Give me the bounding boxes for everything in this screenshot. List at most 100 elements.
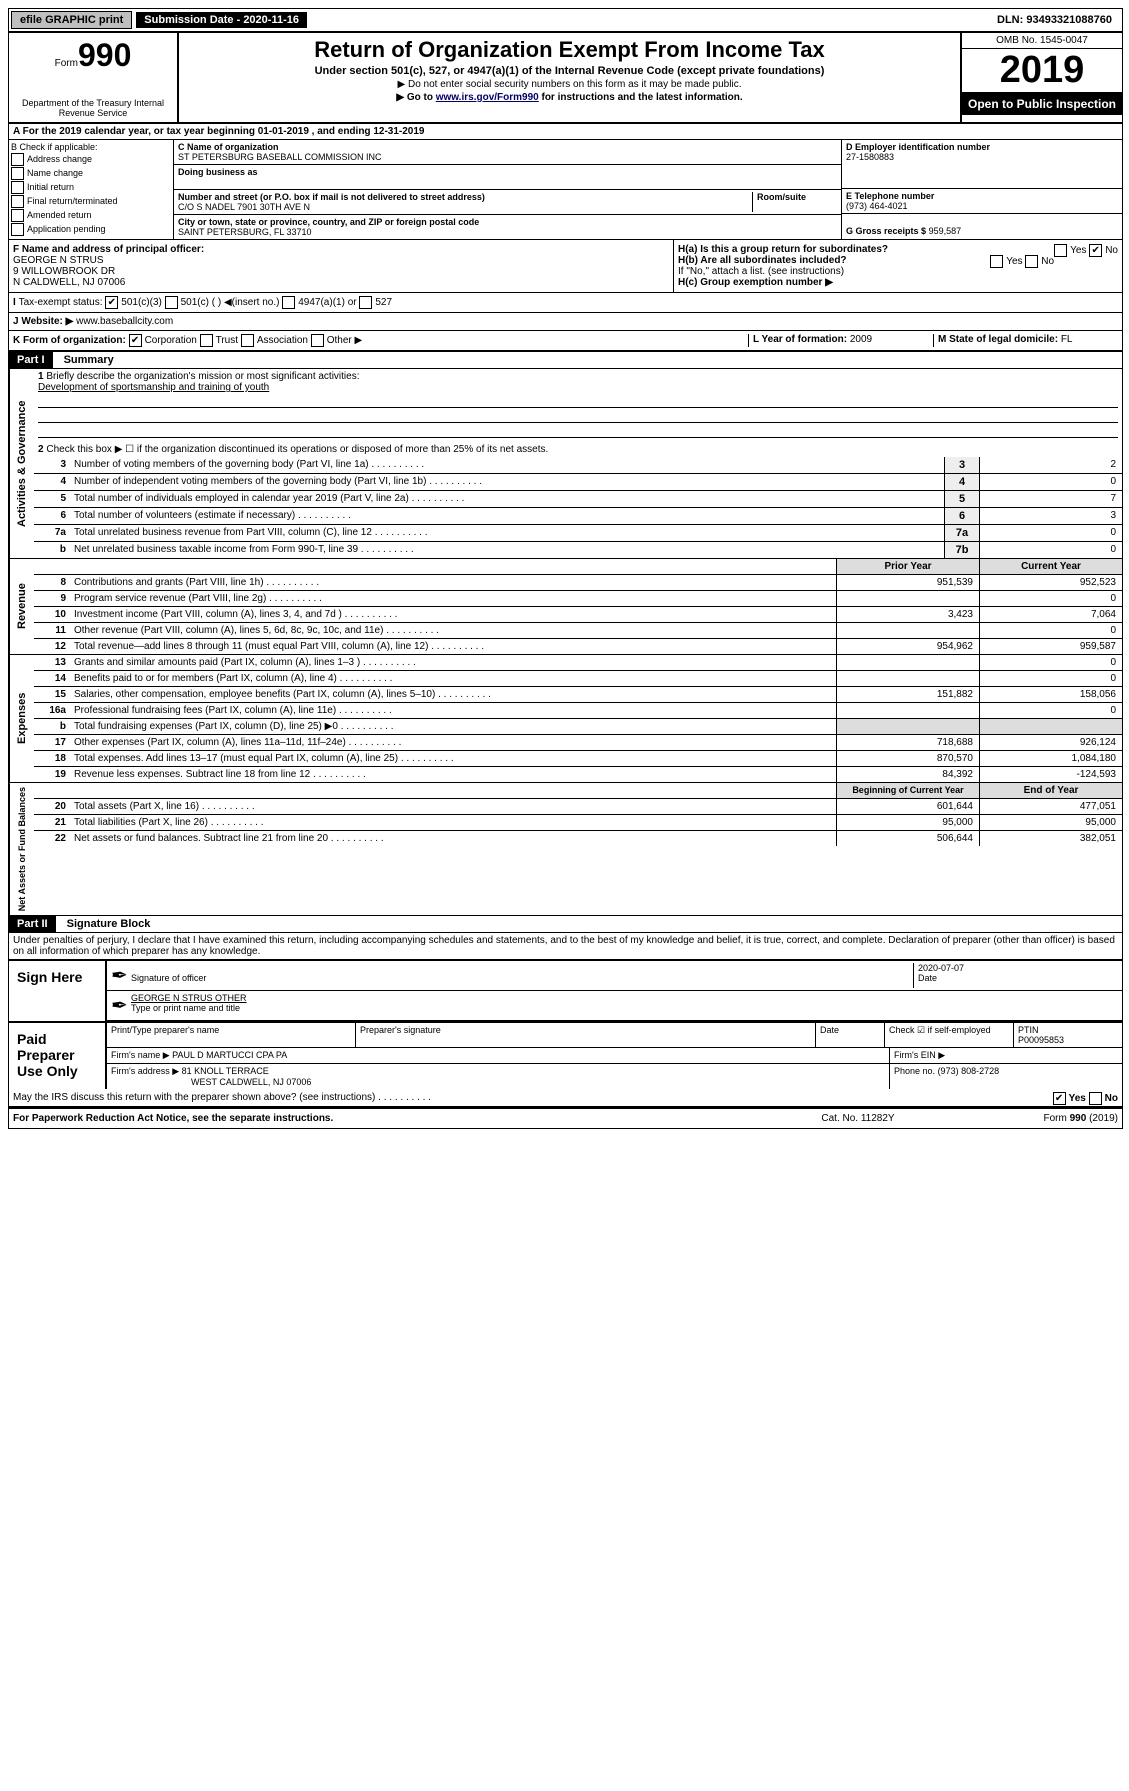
line-15: 15Salaries, other compensation, employee…	[34, 687, 1122, 703]
chk-name[interactable]: Name change	[11, 167, 171, 180]
line-4: 4Number of independent voting members of…	[34, 474, 1122, 491]
current-value: 0	[979, 703, 1122, 718]
website-row: J Website: ▶ www.baseballcity.com	[9, 313, 1122, 331]
submission-date: Submission Date - 2020-11-16	[136, 12, 307, 28]
tax-exempt-row: I Tax-exempt status: ✔501(c)(3) 501(c) (…	[9, 293, 1122, 313]
chk-final[interactable]: Final return/terminated	[11, 195, 171, 208]
form-number: 990	[78, 37, 131, 73]
prior-value: 95,000	[836, 815, 979, 830]
expenses-section: Expenses 13Grants and similar amounts pa…	[9, 654, 1122, 782]
city-field: City or town, state or province, country…	[174, 215, 841, 239]
line-17: 17Other expenses (Part IX, column (A), l…	[34, 735, 1122, 751]
current-value: 7,064	[979, 607, 1122, 622]
current-value: 477,051	[979, 799, 1122, 814]
prior-value	[836, 591, 979, 606]
gross-receipts-field: G Gross receipts $ 959,587	[842, 214, 1122, 238]
line-16a: 16aProfessional fundraising fees (Part I…	[34, 703, 1122, 719]
current-value: 158,056	[979, 687, 1122, 702]
officer-name: GEORGE N STRUS	[13, 255, 104, 266]
form-number-cell: Form990 Department of the Treasury Inter…	[9, 33, 179, 122]
current-value: 959,587	[979, 639, 1122, 654]
rev-header: Prior Year Current Year	[34, 559, 1122, 575]
box-c: C Name of organization ST PETERSBURG BAS…	[174, 140, 841, 239]
ein: 27-1580883	[846, 152, 1118, 162]
header: Form990 Department of the Treasury Inter…	[9, 33, 1122, 124]
current-value: 0	[979, 623, 1122, 638]
line-14: 14Benefits paid to or for members (Part …	[34, 671, 1122, 687]
prior-value	[836, 703, 979, 718]
current-value: 382,051	[979, 831, 1122, 846]
line-20: 20Total assets (Part X, line 16)601,6444…	[34, 799, 1122, 815]
chk-initial[interactable]: Initial return	[11, 181, 171, 194]
website-link[interactable]: www.baseballcity.com	[76, 316, 173, 327]
prior-value: 601,644	[836, 799, 979, 814]
sig-date: 2020-07-07	[918, 963, 964, 973]
activities-governance: Activities & Governance 1 Briefly descri…	[9, 369, 1122, 558]
discuss-row: May the IRS discuss this return with the…	[9, 1089, 1122, 1108]
tax-year: 2019	[962, 49, 1122, 93]
chk-pending[interactable]: Application pending	[11, 223, 171, 236]
line-10: 10Investment income (Part VIII, column (…	[34, 607, 1122, 623]
state-domicile: FL	[1061, 334, 1073, 345]
prior-value	[836, 655, 979, 670]
current-value: 926,124	[979, 735, 1122, 750]
value: 3	[979, 508, 1122, 524]
ptin: P00095853	[1018, 1035, 1064, 1045]
chk-amended[interactable]: Amended return	[11, 209, 171, 222]
part2-header: Part II Signature Block	[9, 915, 1122, 933]
revenue-section: Revenue Prior Year Current Year 8Contrib…	[9, 558, 1122, 654]
omb-number: OMB No. 1545-0047	[962, 33, 1122, 49]
line-22: 22Net assets or fund balances. Subtract …	[34, 831, 1122, 846]
firm-phone: (973) 808-2728	[938, 1066, 1000, 1076]
current-value: -124,593	[979, 767, 1122, 782]
current-value: 95,000	[979, 815, 1122, 830]
prior-value	[836, 623, 979, 638]
sign-here-section: Sign Here ✒ Signature of officer 2020-07…	[9, 959, 1122, 1021]
form-version: Form 990 (2019)	[958, 1113, 1118, 1124]
firm-name: PAUL D MARTUCCI CPA PA	[172, 1050, 287, 1060]
address: C/O S NADEL 7901 30TH AVE N	[178, 202, 752, 212]
line-6: 6Total number of volunteers (estimate if…	[34, 508, 1122, 525]
prior-value: 718,688	[836, 735, 979, 750]
sign-here-label: Sign Here	[9, 961, 107, 1021]
firm-address: 81 KNOLL TERRACE	[182, 1066, 269, 1076]
paid-preparer-label: Paid Preparer Use Only	[9, 1023, 107, 1089]
instruction-1: ▶ Do not enter social security numbers o…	[183, 79, 956, 90]
prior-value: 84,392	[836, 767, 979, 782]
box-f: F Name and address of principal officer:…	[9, 240, 673, 292]
line-21: 21Total liabilities (Part X, line 26)95,…	[34, 815, 1122, 831]
line-12: 12Total revenue—add lines 8 through 11 (…	[34, 639, 1122, 654]
line-3: 3Number of voting members of the governi…	[34, 457, 1122, 474]
box-h: H(a) Is this a group return for subordin…	[673, 240, 1122, 292]
current-value: 952,523	[979, 575, 1122, 590]
year-formation: 2009	[850, 334, 872, 345]
line-5: 5Total number of individuals employed in…	[34, 491, 1122, 508]
value: 0	[979, 474, 1122, 490]
phone-field: E Telephone number (973) 464-4021	[842, 189, 1122, 214]
part1-header: Part I Summary	[9, 351, 1122, 369]
org-name-field: C Name of organization ST PETERSBURG BAS…	[174, 140, 841, 165]
mission-text: Development of sportsmanship and trainin…	[38, 382, 269, 393]
line-2: 2 Check this box ▶ ☐ if the organization…	[34, 442, 1122, 457]
officer-print-name: GEORGE N STRUS OTHER	[131, 993, 247, 1003]
value: 2	[979, 457, 1122, 473]
prior-value: 870,570	[836, 751, 979, 766]
box-b-header: B Check if applicable:	[11, 142, 171, 152]
topbar: efile GRAPHIC print Submission Date - 20…	[9, 9, 1122, 33]
open-public-badge: Open to Public Inspection	[962, 93, 1122, 115]
chk-address[interactable]: Address change	[11, 153, 171, 166]
line-18: 18Total expenses. Add lines 13–17 (must …	[34, 751, 1122, 767]
dba-field: Doing business as	[174, 165, 841, 190]
vert-label-net: Net Assets or Fund Balances	[9, 783, 34, 915]
main-title: Return of Organization Exempt From Incom…	[183, 37, 956, 63]
efile-button[interactable]: efile GRAPHIC print	[11, 11, 132, 29]
main-grid: B Check if applicable: Address change Na…	[9, 140, 1122, 240]
netassets-section: Net Assets or Fund Balances Beginning of…	[9, 782, 1122, 915]
ein-field: D Employer identification number 27-1580…	[842, 140, 1122, 189]
prior-value	[836, 671, 979, 686]
title-cell: Return of Organization Exempt From Incom…	[179, 33, 960, 122]
perjury-statement: Under penalties of perjury, I declare th…	[9, 933, 1122, 959]
city: SAINT PETERSBURG, FL 33710	[178, 227, 837, 237]
value: 0	[979, 525, 1122, 541]
irs-link[interactable]: www.irs.gov/Form990	[436, 92, 539, 103]
